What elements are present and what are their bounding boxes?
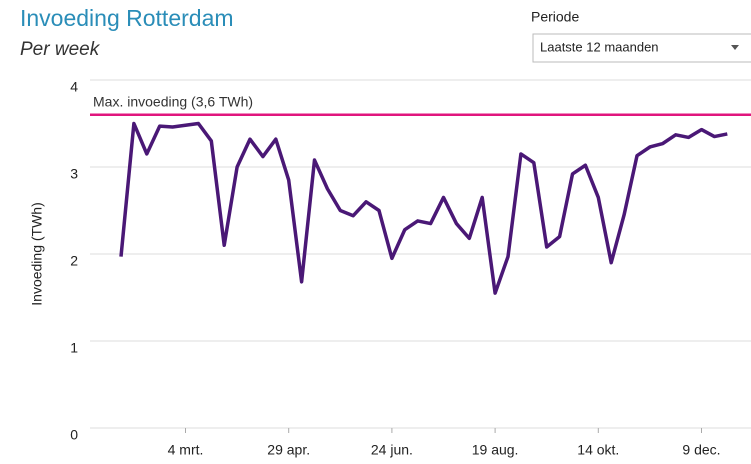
chart-title: Invoeding Rotterdam [20, 5, 234, 31]
x-tick-label: 4 mrt. [168, 442, 204, 458]
period-label: Periode [531, 9, 579, 25]
dropdown-box[interactable] [532, 33, 751, 63]
data-line [119, 121, 728, 295]
y-tick-label: 1 [70, 340, 78, 356]
period-dropdown[interactable]: Laatste 12 maanden [532, 33, 751, 63]
x-tick-label: 24 jun. [371, 442, 413, 458]
x-tick-label: 14 okt. [577, 442, 619, 458]
x-tick-label: 29 apr. [267, 442, 310, 458]
y-tick-label: 4 [70, 79, 78, 95]
dropdown-value[interactable]: Laatste 12 maanden [540, 39, 659, 54]
reference-label: Max. invoeding (3,6 TWh) [93, 94, 253, 110]
y-tick-label: 2 [70, 253, 78, 269]
x-tick-label: 9 dec. [682, 442, 720, 458]
dropdown-arrow [731, 45, 739, 50]
y-axis-label: Invoeding (TWh) [29, 202, 45, 305]
chart-subtitle: Per week [20, 39, 101, 60]
y-tick-label: 0 [70, 427, 78, 443]
x-tick-label: 19 aug. [472, 442, 519, 458]
y-tick-label: 3 [70, 166, 78, 182]
